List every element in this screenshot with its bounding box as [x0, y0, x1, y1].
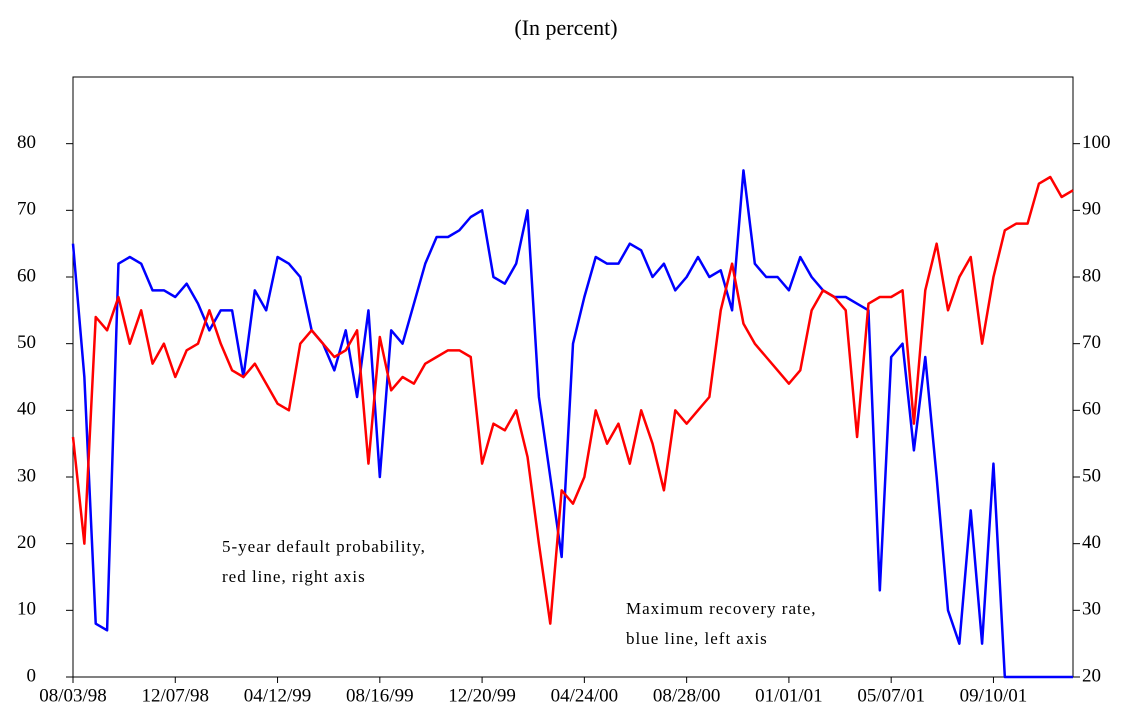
data-line: [71, 175, 1074, 625]
x-tick-label: 05/07/01: [857, 685, 925, 706]
x-tick-label: 09/10/01: [960, 685, 1028, 706]
y-tick-label: 50: [17, 332, 36, 353]
x-tick-label: 08/16/99: [346, 685, 414, 706]
y2-tick-label: 20: [1082, 665, 1101, 686]
annotation: Maximum recovery rate,: [626, 599, 817, 618]
y-tick-label: 60: [17, 265, 36, 286]
y-tick-label: 0: [27, 665, 37, 686]
y-tick-label: 80: [17, 132, 36, 153]
annotation: 5-year default probability,: [222, 537, 426, 556]
x-tick-label: 08/28/00: [653, 685, 721, 706]
annotation: blue line, left axis: [626, 629, 768, 648]
x-tick-label: 04/12/99: [244, 685, 312, 706]
plot-frame: [72, 76, 1074, 678]
data-line: [71, 169, 1073, 679]
y-tick-label: 10: [17, 599, 36, 620]
y2-tick-label: 80: [1082, 265, 1101, 286]
y2-tick-label: 40: [1082, 532, 1101, 553]
x-tick-label: 01/01/01: [755, 685, 823, 706]
y-tick-label: 40: [17, 399, 36, 420]
chart-title: (In percent): [514, 15, 617, 40]
annotation: red line, right axis: [222, 567, 366, 586]
y2-tick-label: 100: [1082, 132, 1111, 153]
y2-tick-label: 60: [1082, 399, 1101, 420]
y2-tick-label: 70: [1082, 332, 1101, 353]
y-tick-label: 30: [17, 465, 36, 486]
y2-tick-label: 50: [1082, 465, 1101, 486]
y2-tick-label: 90: [1082, 199, 1101, 220]
x-tick-label: 04/24/00: [551, 685, 619, 706]
y-tick-label: 70: [17, 199, 36, 220]
x-tick-label: 12/07/98: [141, 685, 209, 706]
x-tick-label: 08/03/98: [39, 685, 107, 706]
x-tick-label: 12/20/99: [448, 685, 516, 706]
y-tick-label: 20: [17, 532, 36, 553]
y2-tick-label: 30: [1082, 599, 1101, 620]
